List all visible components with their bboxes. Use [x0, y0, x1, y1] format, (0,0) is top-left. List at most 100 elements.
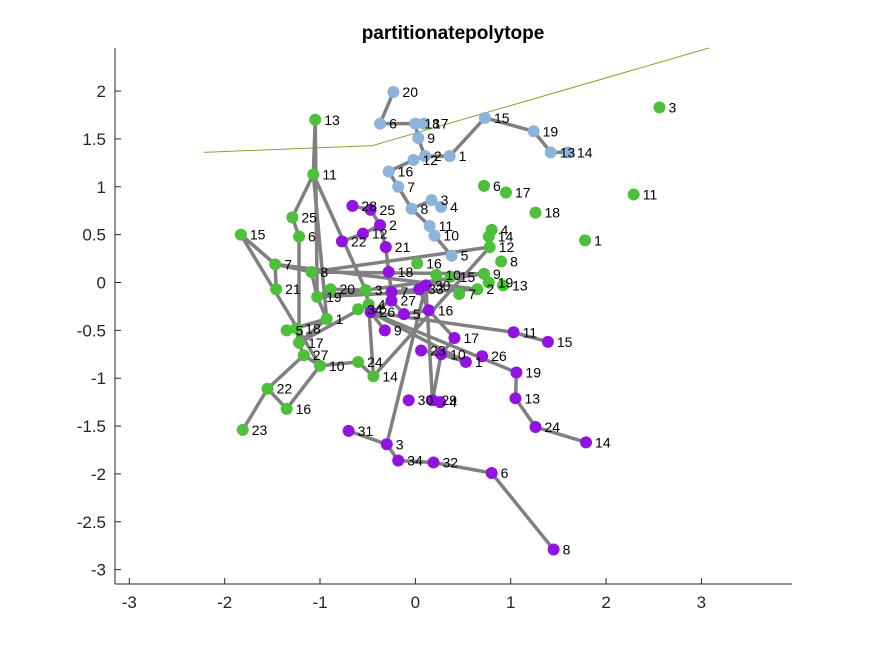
node-2-12: [397, 308, 410, 321]
y-tick-label-0: 2: [97, 82, 106, 101]
node-label-1-25: 11: [643, 186, 658, 202]
node-2-17: [435, 348, 448, 361]
node-label-2-34: 8: [563, 542, 571, 558]
node-label-2-30: 3: [396, 436, 404, 452]
y-tick-label-9: -2.5: [77, 513, 106, 532]
node-2-0: [346, 199, 359, 212]
node-label-1-8: 19: [326, 289, 342, 305]
node-label-0-16: 15: [494, 110, 510, 126]
node-1-22: [280, 402, 293, 415]
edge-1-20: [241, 386, 270, 432]
node-1-26: [579, 234, 592, 247]
node-label-2-13: 16: [438, 302, 454, 318]
node-2-10: [419, 279, 432, 292]
y-tick-label-3: 0.5: [82, 226, 106, 245]
node-2-16: [415, 344, 428, 357]
node-label-2-11: 26: [380, 304, 396, 320]
node-1-17: [297, 349, 310, 362]
node-1-21: [261, 382, 274, 395]
node-1-4: [234, 228, 247, 241]
node-1-19: [352, 355, 365, 368]
node-0-14: [428, 229, 441, 242]
node-label-1-5: 7: [284, 256, 292, 272]
node-label-1-33: 8: [510, 253, 518, 269]
y-tick-label-6: -1: [91, 369, 106, 388]
node-label-2-15: 17: [463, 330, 479, 346]
node-0-5: [418, 150, 431, 163]
node-label-2-16: 23: [430, 342, 446, 358]
node-2-13: [422, 304, 435, 317]
node-label-2-24: 24: [545, 419, 561, 435]
node-2-20: [507, 326, 520, 339]
node-label-1-1: 11: [322, 166, 337, 182]
node-label-2-5: 21: [395, 239, 411, 255]
node-label-1-9: 20: [339, 281, 355, 297]
node-0-8: [382, 165, 395, 178]
node-label-0-7: 1: [459, 148, 467, 164]
node-1-27: [529, 206, 542, 219]
node-label-1-36: 13: [512, 277, 528, 293]
node-label-0-17: 19: [543, 123, 559, 139]
node-2-33: [485, 466, 498, 479]
node-2-22: [510, 366, 523, 379]
node-label-2-6: 18: [398, 264, 414, 280]
node-label-2-19: 26: [491, 348, 507, 364]
y-tick-label-1: 1.5: [82, 130, 106, 149]
node-label-1-27: 18: [545, 205, 561, 221]
node-1-8: [311, 290, 324, 303]
node-label-1-17: 27: [313, 347, 329, 363]
node-label-2-1: 25: [380, 202, 396, 218]
node-2-6: [382, 265, 395, 278]
node-1-40: [430, 268, 443, 281]
node-label-0-0: 20: [402, 84, 418, 100]
node-label-2-17: 10: [450, 346, 466, 362]
node-0-3: [417, 117, 430, 130]
node-label-1-30: 4: [501, 222, 509, 238]
node-label-1-19: 24: [367, 354, 383, 370]
node-label-1-16: 17: [308, 335, 324, 351]
x-tick-label-0: -3: [122, 593, 137, 612]
edge-2-26: [430, 352, 443, 402]
node-label-1-7: 21: [285, 281, 301, 297]
y-tick-label-8: -2: [91, 465, 106, 484]
node-label-2-0: 28: [361, 198, 377, 214]
node-1-5: [269, 258, 282, 271]
x-tick-label-3: 0: [411, 593, 420, 612]
node-label-0-2: 18: [424, 116, 440, 132]
y-tick-label-5: -0.5: [77, 321, 106, 340]
node-label-1-40: 10: [445, 267, 461, 283]
node-label-1-23: 23: [252, 422, 268, 438]
node-label-2-22: 19: [525, 364, 541, 380]
x-tick-label-2: -1: [312, 593, 327, 612]
node-label-0-8: 16: [398, 163, 414, 179]
y-tick-label-10: -3: [91, 561, 106, 580]
edge-2-25: [533, 425, 588, 445]
edge-2-30: [346, 429, 389, 447]
node-label-2-27: 29: [442, 392, 458, 408]
node-1-25: [627, 188, 640, 201]
edge-1-37: [284, 364, 322, 411]
edge-1-18: [265, 353, 306, 391]
separator-line: [203, 47, 710, 153]
node-1-33: [495, 255, 508, 268]
node-2-29: [342, 424, 355, 437]
node-0-19: [561, 146, 574, 159]
node-0-18: [544, 146, 557, 159]
node-1-1: [307, 168, 320, 181]
node-label-1-18: 10: [329, 358, 345, 374]
node-2-5: [379, 241, 392, 254]
edge-1-1: [290, 172, 316, 220]
node-label-0-10: 8: [421, 201, 429, 217]
edge-2-34: [489, 471, 556, 552]
node-label-1-11: 4: [378, 297, 386, 313]
node-label-2-3: 12: [372, 226, 388, 242]
node-1-0: [309, 113, 322, 126]
x-tick-label-6: 3: [697, 593, 706, 612]
node-label-2-12: 5: [413, 306, 421, 322]
edge-2-33: [431, 460, 494, 475]
edge-1-29: [309, 245, 492, 274]
y-tick-label-4: 0: [97, 274, 106, 293]
node-2-3: [356, 227, 369, 240]
node-2-11: [364, 306, 377, 319]
node-1-10: [359, 284, 372, 297]
